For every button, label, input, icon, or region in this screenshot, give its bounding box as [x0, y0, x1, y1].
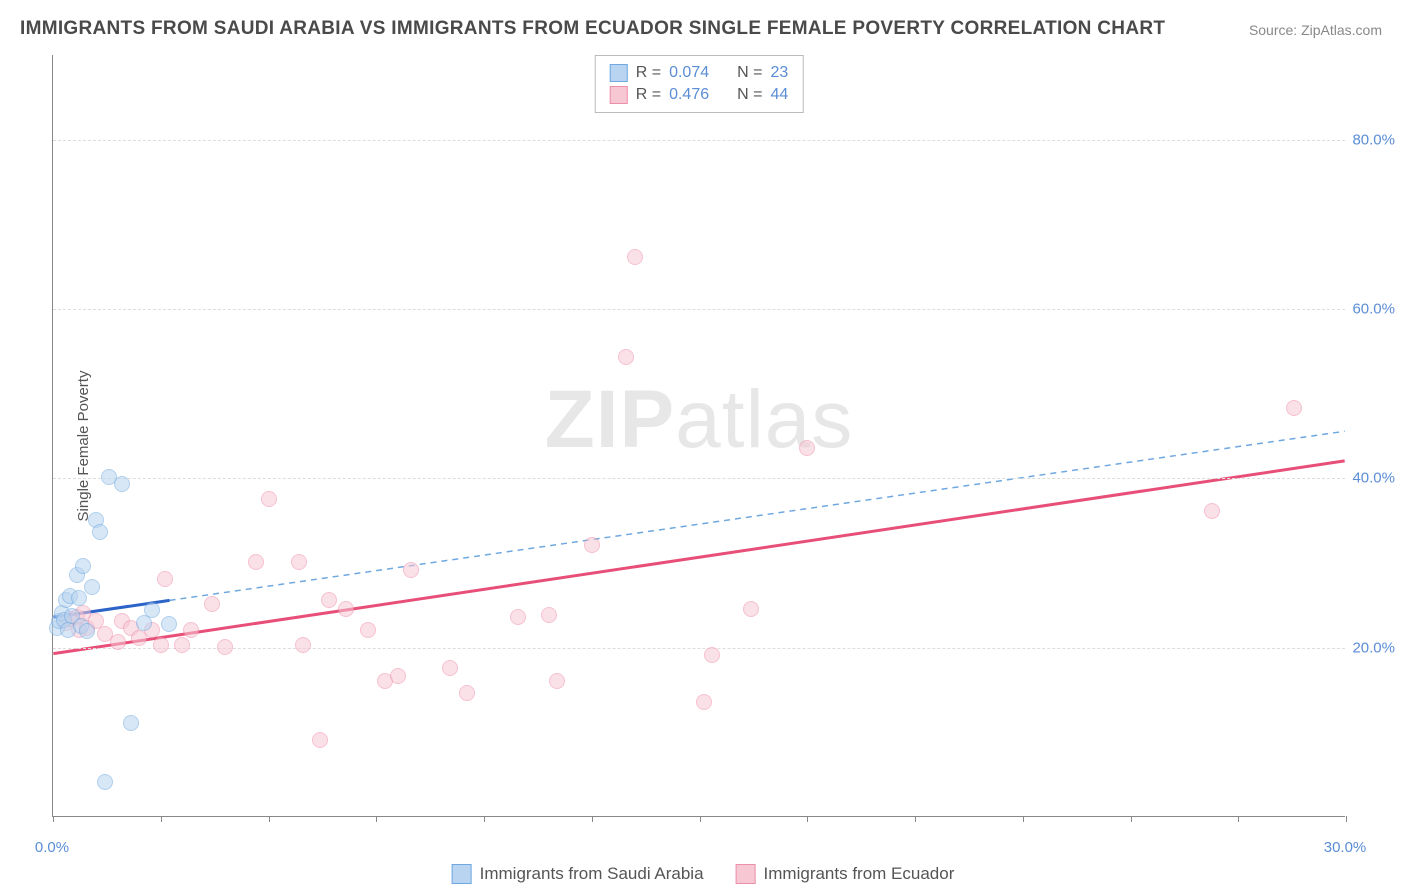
- plot-area: ZIPatlas R = 0.074 N = 23 R = 0.476 N = …: [52, 55, 1345, 817]
- x-tick-label-max: 30.0%: [1324, 839, 1367, 856]
- data-point-ecuador: [541, 607, 557, 623]
- data-point-saudi: [114, 476, 130, 492]
- x-tick: [376, 816, 377, 822]
- data-point-saudi: [123, 715, 139, 731]
- y-tick-label: 40.0%: [1352, 470, 1395, 487]
- gridline: [53, 648, 1345, 649]
- data-point-ecuador: [295, 637, 311, 653]
- data-point-ecuador: [549, 673, 565, 689]
- legend-swatch-saudi: [452, 864, 472, 884]
- data-point-ecuador: [157, 571, 173, 587]
- data-point-ecuador: [459, 685, 475, 701]
- legend-item-saudi: Immigrants from Saudi Arabia: [452, 864, 704, 884]
- trend-line: [170, 431, 1345, 600]
- x-tick: [1238, 816, 1239, 822]
- x-tick-label-min: 0.0%: [35, 839, 69, 856]
- x-tick: [1346, 816, 1347, 822]
- data-point-ecuador: [584, 537, 600, 553]
- x-tick: [484, 816, 485, 822]
- correlation-stats-box: R = 0.074 N = 23 R = 0.476 N = 44: [595, 55, 804, 113]
- x-tick: [807, 816, 808, 822]
- data-point-ecuador: [618, 349, 634, 365]
- data-point-ecuador: [696, 694, 712, 710]
- x-tick: [53, 816, 54, 822]
- data-point-saudi: [84, 579, 100, 595]
- gridline: [53, 478, 1345, 479]
- data-point-ecuador: [627, 249, 643, 265]
- x-tick: [161, 816, 162, 822]
- y-tick-label: 60.0%: [1352, 301, 1395, 318]
- data-point-saudi: [92, 524, 108, 540]
- y-tick-label: 80.0%: [1352, 131, 1395, 148]
- data-point-ecuador: [338, 601, 354, 617]
- data-point-ecuador: [174, 637, 190, 653]
- x-tick: [915, 816, 916, 822]
- chart-title: IMMIGRANTS FROM SAUDI ARABIA VS IMMIGRAN…: [20, 18, 1165, 40]
- data-point-saudi: [144, 602, 160, 618]
- data-point-ecuador: [204, 596, 220, 612]
- data-point-ecuador: [110, 634, 126, 650]
- source-attribution: Source: ZipAtlas.com: [1249, 22, 1382, 38]
- data-point-ecuador: [403, 562, 419, 578]
- legend: Immigrants from Saudi Arabia Immigrants …: [452, 864, 955, 884]
- data-point-ecuador: [321, 592, 337, 608]
- legend-item-ecuador: Immigrants from Ecuador: [736, 864, 955, 884]
- x-tick: [700, 816, 701, 822]
- chart-container: IMMIGRANTS FROM SAUDI ARABIA VS IMMIGRAN…: [0, 0, 1406, 892]
- stats-row-saudi: R = 0.074 N = 23: [610, 62, 789, 84]
- data-point-ecuador: [442, 660, 458, 676]
- y-tick-label: 20.0%: [1352, 639, 1395, 656]
- x-tick: [269, 816, 270, 822]
- data-point-ecuador: [1204, 503, 1220, 519]
- data-point-ecuador: [799, 440, 815, 456]
- data-point-ecuador: [248, 554, 264, 570]
- swatch-ecuador: [610, 86, 628, 104]
- stats-row-ecuador: R = 0.476 N = 44: [610, 84, 789, 106]
- data-point-ecuador: [510, 609, 526, 625]
- legend-swatch-ecuador: [736, 864, 756, 884]
- data-point-saudi: [75, 558, 91, 574]
- x-tick: [1131, 816, 1132, 822]
- swatch-saudi: [610, 64, 628, 82]
- trend-line: [53, 461, 1344, 654]
- x-tick: [1023, 816, 1024, 822]
- data-point-ecuador: [390, 668, 406, 684]
- data-point-ecuador: [312, 732, 328, 748]
- data-point-saudi: [79, 623, 95, 639]
- data-point-ecuador: [183, 622, 199, 638]
- data-point-ecuador: [291, 554, 307, 570]
- data-point-ecuador: [360, 622, 376, 638]
- data-point-ecuador: [153, 637, 169, 653]
- data-point-saudi: [161, 616, 177, 632]
- data-point-ecuador: [261, 491, 277, 507]
- data-point-ecuador: [704, 647, 720, 663]
- data-point-saudi: [97, 774, 113, 790]
- x-tick: [592, 816, 593, 822]
- data-point-ecuador: [743, 601, 759, 617]
- gridline: [53, 140, 1345, 141]
- gridline: [53, 309, 1345, 310]
- data-point-ecuador: [217, 639, 233, 655]
- data-point-ecuador: [1286, 400, 1302, 416]
